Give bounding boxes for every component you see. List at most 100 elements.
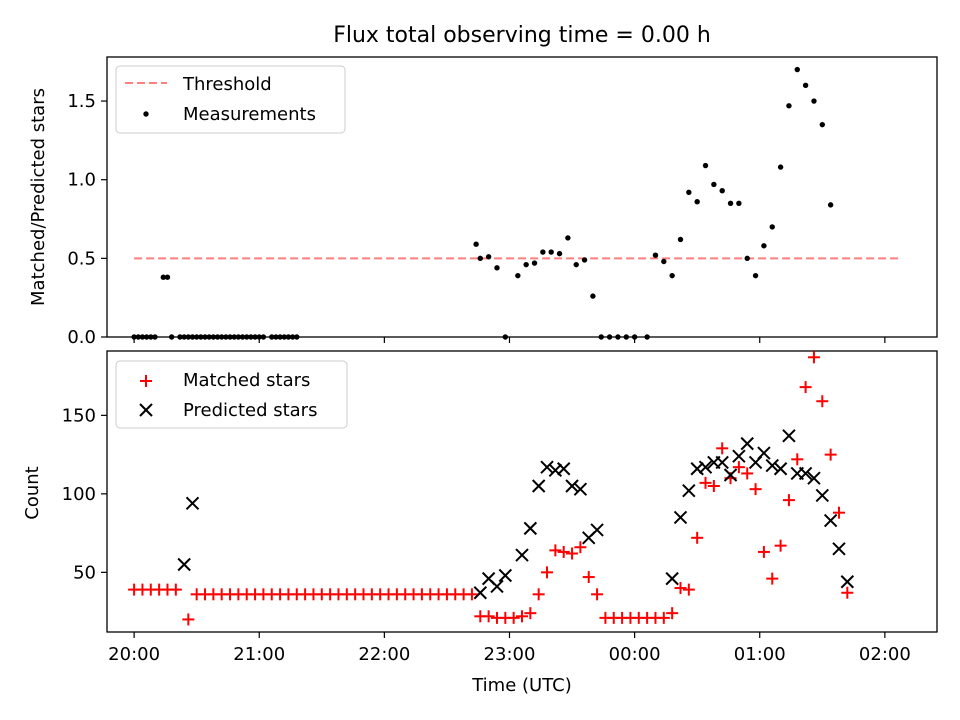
measurement-point [135,334,141,340]
measurement-point [494,265,500,271]
legend-predicted-label: Predicted stars [183,400,317,421]
bottom-plot: 50 100 150 20:00 21:00 22:00 23:00 00:00 01:00 0… [22,350,938,696]
y-tick-label: 1.0 [67,170,96,191]
predicted-star-point [757,446,771,460]
measurement-point [206,334,212,340]
measurement-point [819,121,826,128]
measurement-point [210,334,217,340]
predicted-star-point [185,496,200,510]
predicted-star-point [490,579,504,594]
measurement-point [702,162,709,169]
matched-star-point [799,381,812,394]
measurement-point [277,334,283,340]
measurement-point [719,188,725,194]
bottom-legend-box [115,360,348,429]
measurement-point [744,255,750,262]
measurements-legend-swatch [143,111,149,117]
measurement-point [502,334,509,340]
legend-threshold-label: Threshold [182,74,272,95]
measurement-point [189,334,196,340]
measurement-point [281,334,287,340]
predicted-star-point [723,468,738,482]
predicted-star-point [590,523,604,537]
predicted-star-point [498,568,513,583]
predicted-star-point [682,484,696,498]
measurement-point [677,236,684,243]
predicted-star-point [665,571,679,586]
matched-star-point [757,545,770,558]
matched-star-point [591,588,604,601]
matched-star-point [682,583,695,596]
bottom-x-axis: 20:00 21:00 22:00 23:00 00:00 01:00 02:00 [108,632,911,665]
top-plot-frame [106,56,938,338]
top-data [131,66,902,340]
matched-star-point [532,588,545,601]
matched-star-point [674,582,687,595]
predicted-star-point [565,479,579,493]
x-tick-label: 00:00 [609,644,661,665]
matched-legend-swatch [140,375,152,387]
matched-star-point [182,613,195,626]
predicted-star-point [531,479,546,493]
measurement-point [786,103,792,109]
measurement-point [202,334,208,340]
bottom-plot-frame [106,350,938,633]
matched-star-point [749,483,762,496]
matched-star-point [832,506,845,519]
matched-star-point [816,395,829,408]
measurement-point [473,241,479,247]
measurement-point [606,334,613,340]
x-tick-label: 01:00 [734,644,786,665]
measurement-point [260,334,267,340]
measurement-point [198,334,204,340]
measurement-point [214,334,221,340]
matched-star-point [549,544,562,557]
measurement-point [556,250,563,257]
measurement-point [164,274,171,280]
measurement-point [769,224,775,230]
top-legend-box [115,65,346,134]
measurement-point [694,199,700,205]
predicted-star-point [573,482,588,496]
matched-star-point [766,572,779,585]
top-y-axis-label: Matched/Predicted stars [28,88,49,306]
measurement-point [686,189,692,195]
matched-star-point [782,494,795,507]
x-axis-label: Time (UTC) [471,675,572,696]
measurement-point [168,334,175,340]
matched-star-point [791,453,804,466]
matched-star-point [716,442,729,455]
measurement-point [477,255,483,262]
measurement-point [256,334,262,340]
predicted-star-point [177,557,191,572]
measurement-point [590,293,596,299]
matched-star-point [666,607,679,620]
matched-star-point [566,547,579,560]
matched-star-point [707,480,720,493]
measurement-point [131,334,137,340]
predicted-star-point [698,460,713,474]
matched-star-point [582,571,595,584]
predicted-star-point [715,455,729,470]
measurement-point [623,334,629,340]
measurement-point [540,249,546,255]
measurement-point [273,334,279,340]
measurement-point [139,334,146,340]
measurement-point [152,334,158,340]
predicted-star-point [740,436,754,451]
measurement-point [631,334,638,340]
legend-matched-label: Matched stars [183,370,310,391]
measurement-point [223,334,229,340]
x-tick-label: 23:00 [484,644,536,665]
matched-star-point [691,531,704,544]
matched-star-point [732,461,745,474]
measurement-point [269,334,275,340]
measurement-point [227,334,233,340]
y-tick-label: 150 [62,405,96,426]
measurement-point [252,334,258,340]
measurement-point [218,334,225,340]
matched-star-point [657,611,670,624]
measurement-point [531,260,538,266]
measurement-point [811,98,817,104]
